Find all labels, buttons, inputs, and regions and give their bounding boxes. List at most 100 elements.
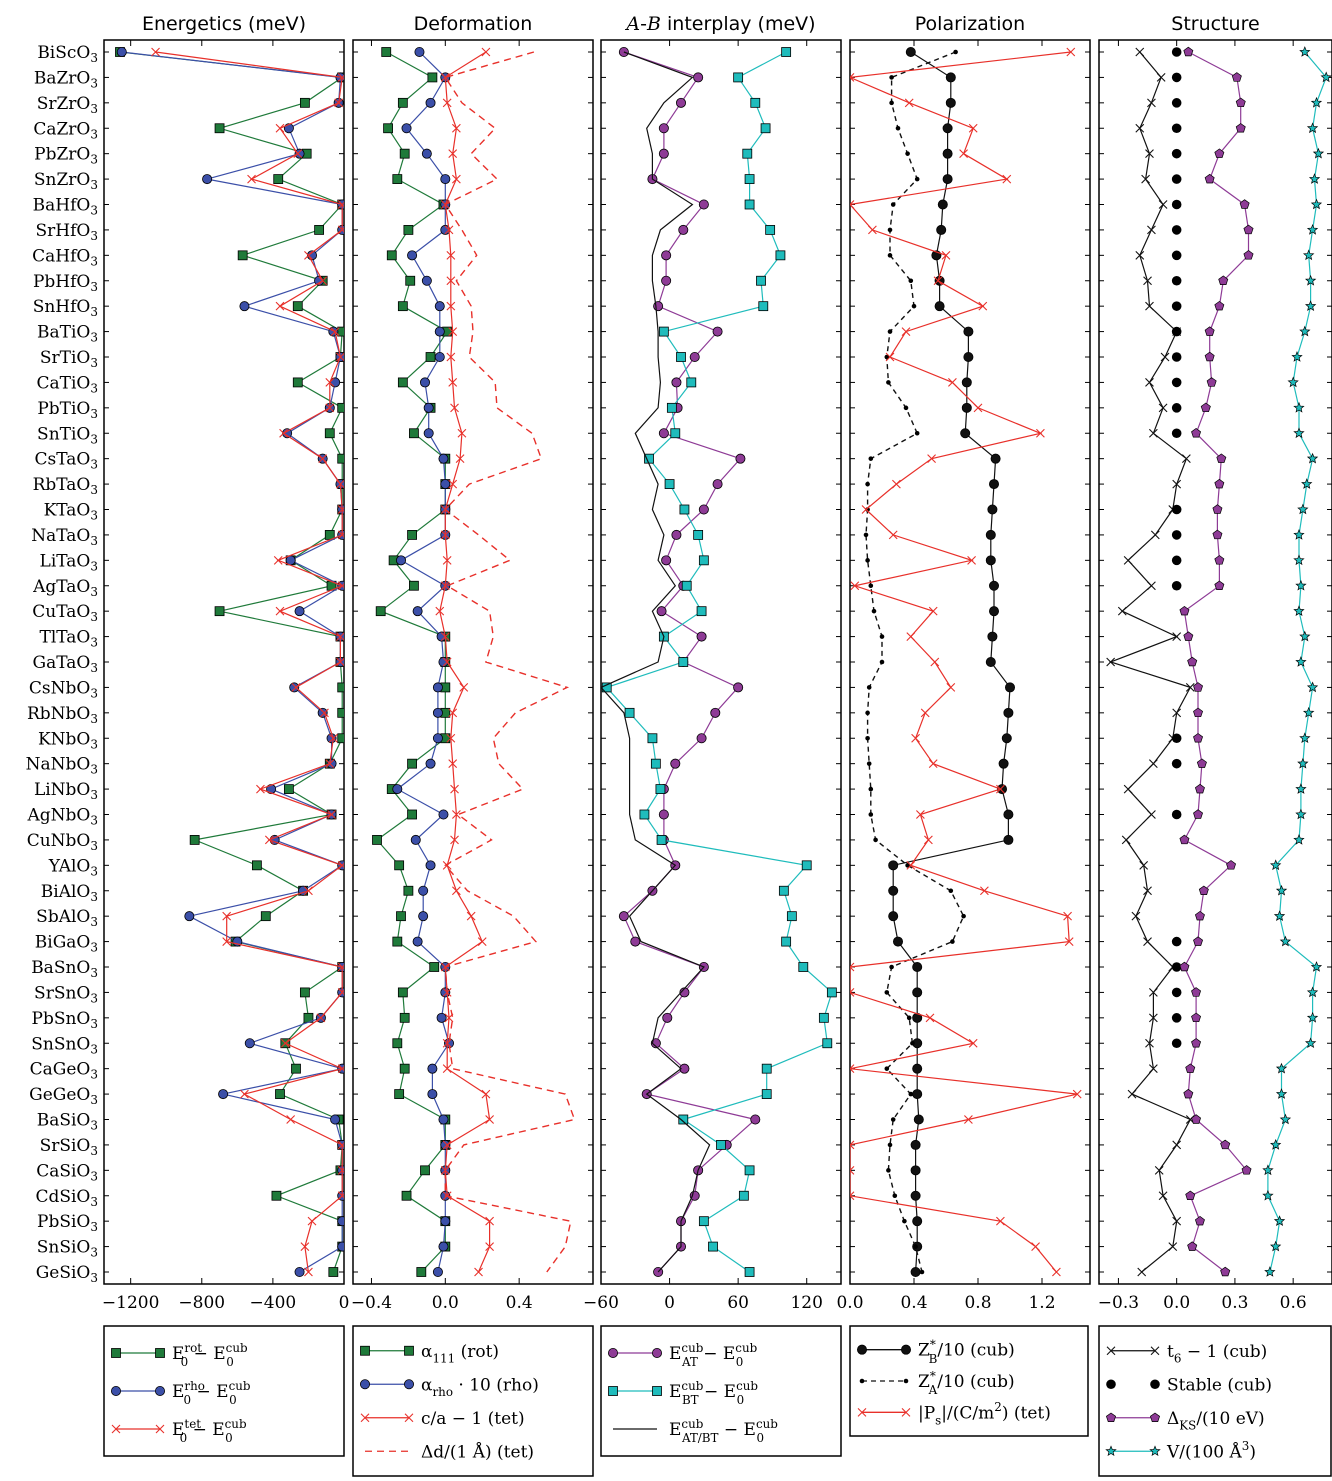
row-label: SnSnO3 [31, 1034, 98, 1056]
data-point [1171, 733, 1182, 744]
data-point [850, 1064, 855, 1074]
legend-marker [155, 1348, 165, 1358]
data-point [438, 657, 449, 668]
data-point [292, 301, 303, 312]
data-point [889, 964, 894, 970]
data-point [942, 174, 953, 185]
data-point [337, 200, 344, 209]
axes-frame [352, 39, 594, 1285]
data-point [401, 1190, 412, 1201]
data-point [442, 1140, 452, 1150]
legend-item: Δd/(1 Å) (tet) [365, 1441, 534, 1462]
x-tick-label: −60 [583, 1293, 619, 1313]
row-label: CuNbO3 [27, 831, 98, 853]
panel-title: Polarization [915, 13, 1025, 35]
data-point [885, 352, 895, 362]
data-point [698, 555, 709, 566]
data-point [1235, 97, 1246, 108]
data-point [765, 225, 776, 235]
data-point [912, 1063, 923, 1074]
data-point [1066, 47, 1076, 57]
data-point [1117, 606, 1127, 616]
data-point [440, 224, 451, 235]
data-point [1214, 580, 1225, 590]
data-point [1308, 173, 1321, 184]
data-point [392, 1038, 403, 1049]
row-label: SrSiO3 [40, 1136, 98, 1158]
data-point [275, 606, 285, 616]
data-point [888, 911, 899, 922]
data-point [116, 47, 127, 58]
data-point [1148, 1064, 1158, 1074]
data-point [884, 990, 890, 995]
legend-item: Z*A​/10 (cub) [859, 1369, 1015, 1397]
data-point [1106, 657, 1116, 667]
data-point [1143, 276, 1152, 286]
data-point [934, 301, 945, 312]
data-point [239, 301, 250, 312]
data-point [905, 863, 910, 868]
series-line [376, 51, 449, 1273]
data-point [1299, 46, 1311, 57]
legend-marker [1106, 1346, 1116, 1356]
data-point [906, 632, 916, 641]
data-point [650, 758, 661, 769]
row-label: CaZrO3 [33, 119, 98, 141]
data-point [973, 403, 983, 413]
row-label: RbTaO3 [33, 475, 98, 497]
x-tick-label: 0.0 [836, 1293, 863, 1313]
data-point [912, 962, 923, 973]
data-point [985, 657, 996, 668]
data-point [1150, 530, 1160, 540]
x-tick-label: 120 [790, 1293, 822, 1313]
data-point [337, 402, 344, 413]
row-label: GeGeO3 [29, 1085, 98, 1107]
data-point [661, 275, 672, 286]
data-point [888, 530, 898, 540]
data-point [916, 810, 925, 819]
data-point [429, 962, 440, 972]
data-point [438, 1114, 449, 1125]
data-point [1297, 503, 1309, 515]
data-point [1293, 528, 1305, 540]
data-point [1171, 428, 1182, 439]
data-point [1171, 555, 1182, 566]
data-point [1191, 1012, 1202, 1023]
axes-frame [600, 39, 842, 1285]
data-point [868, 786, 874, 792]
data-point [214, 606, 225, 617]
data-point [451, 123, 461, 133]
series-1 [888, 47, 1016, 1278]
data-point [698, 1216, 709, 1227]
data-point [324, 428, 335, 439]
data-point [448, 149, 458, 159]
data-point [440, 73, 450, 82]
data-point [293, 149, 303, 159]
data-point [912, 1216, 923, 1227]
data-point [438, 453, 449, 464]
series-line [601, 51, 711, 1273]
data-point [868, 456, 874, 461]
data-point [337, 1064, 344, 1074]
data-point [901, 327, 911, 336]
data-point [266, 784, 277, 795]
data-point [450, 784, 459, 794]
row-label: LiTaO3 [40, 551, 98, 573]
data-point [1171, 174, 1182, 184]
row-label: PbHfO3 [33, 272, 98, 294]
data-point [151, 47, 160, 57]
data-point [457, 428, 467, 438]
data-point [904, 98, 914, 108]
data-point [394, 860, 405, 871]
legend-marker [901, 1407, 911, 1417]
data-point [658, 809, 669, 820]
data-point [1269, 859, 1282, 871]
legend-item: c/a − 1 (tet) [360, 1409, 525, 1429]
data-point [910, 1139, 921, 1150]
data-point [1191, 987, 1202, 997]
series-2 [1171, 47, 1182, 1049]
data-point [1063, 911, 1072, 921]
data-point [1214, 148, 1225, 158]
